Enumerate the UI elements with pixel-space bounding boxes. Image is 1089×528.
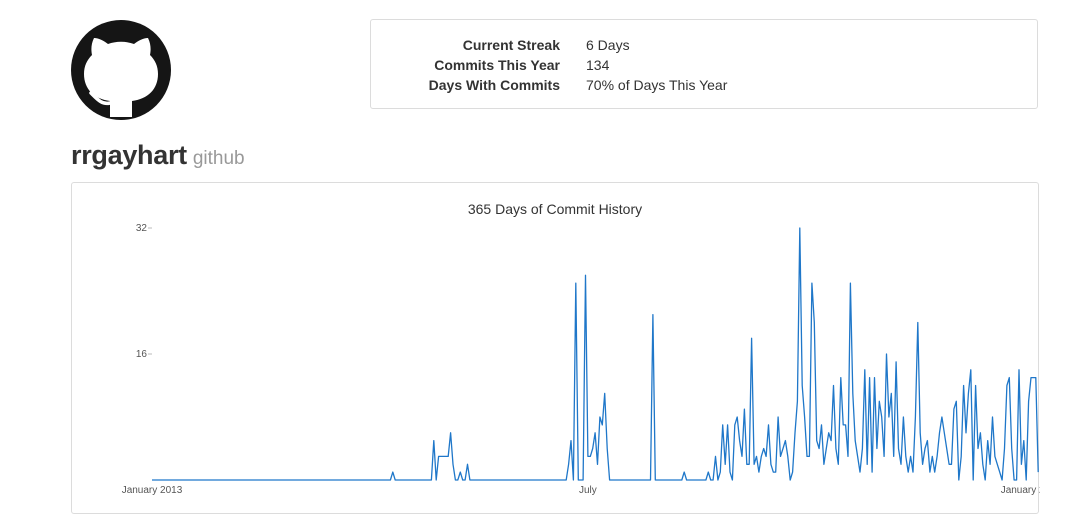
y-tick-label: 32 bbox=[136, 223, 148, 234]
stat-row-days-with-commits: Days With Commits 70% of Days This Year bbox=[371, 75, 1037, 95]
x-axis: January 2013 July January 2014 bbox=[122, 485, 1040, 496]
octocat-silhouette bbox=[84, 38, 158, 117]
stat-value: 134 bbox=[586, 57, 610, 73]
github-octocat-icon bbox=[71, 20, 171, 120]
stat-label: Days With Commits bbox=[428, 77, 560, 93]
stat-label: Commits This Year bbox=[434, 57, 560, 73]
series-line bbox=[152, 227, 1039, 481]
stat-value: 6 Days bbox=[586, 37, 630, 53]
x-tick-label: July bbox=[579, 485, 597, 496]
octocat-tentacle bbox=[89, 91, 112, 106]
stat-row-current-streak: Current Streak 6 Days bbox=[371, 35, 1037, 55]
stat-label: Current Streak bbox=[462, 37, 560, 53]
stat-row-commits-this-year: Commits This Year 134 bbox=[371, 55, 1037, 75]
chart-title: 365 Days of Commit History bbox=[468, 201, 642, 217]
x-tick-label: January 2013 bbox=[122, 485, 183, 496]
y-tick-label: 16 bbox=[136, 349, 148, 360]
stat-value: 70% of Days This Year bbox=[586, 77, 728, 93]
x-tick-label: January 2014 bbox=[1001, 485, 1040, 496]
page-title: rrgayhart github bbox=[71, 140, 245, 171]
username: rrgayhart bbox=[71, 140, 187, 170]
source-label: github bbox=[192, 148, 245, 169]
stats-panel: Current Streak 6 Days Commits This Year … bbox=[370, 19, 1038, 109]
commit-history-chart-panel: 365 Days of Commit History 16 32 January … bbox=[71, 182, 1040, 514]
